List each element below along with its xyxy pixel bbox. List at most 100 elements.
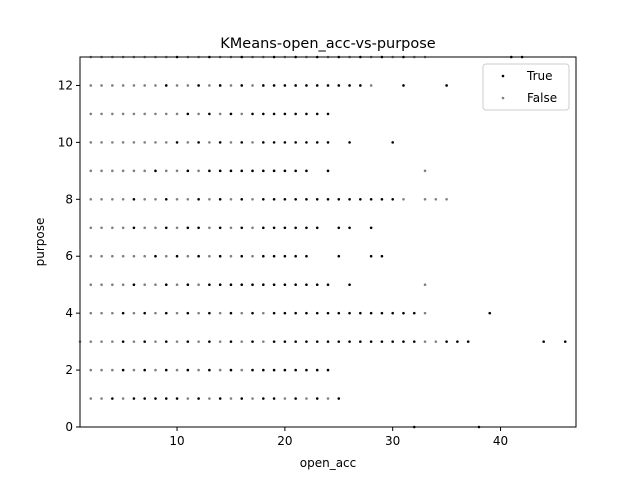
scatter-point-false	[423, 169, 427, 173]
scatter-point-true	[294, 254, 297, 258]
legend-label-true: True	[526, 69, 553, 83]
scatter-point-true	[154, 254, 157, 258]
scatter-point-true	[380, 340, 384, 343]
scatter-point-false	[175, 169, 179, 173]
scatter-point-false	[197, 340, 200, 343]
scatter-point-true	[111, 397, 114, 400]
scatter-point-false	[132, 340, 136, 343]
scatter-point-false	[175, 84, 179, 87]
scatter-point-false	[154, 112, 157, 116]
scatter-point-true	[294, 368, 297, 372]
scatter-point-true	[272, 368, 276, 372]
scatter-point-true	[229, 169, 233, 173]
scatter-point-false	[262, 340, 265, 343]
scatter-point-false	[229, 84, 233, 87]
scatter-point-true	[348, 84, 351, 87]
scatter-point-true	[337, 311, 341, 315]
scatter-point-true	[218, 283, 222, 286]
scatter-point-false	[100, 254, 103, 258]
scatter-point-false	[283, 397, 287, 400]
scatter-point-true	[240, 397, 244, 400]
scatter-point-false	[154, 340, 157, 343]
scatter-point-false	[186, 141, 190, 144]
scatter-point-true	[348, 311, 351, 315]
scatter-point-true	[294, 397, 297, 400]
scatter-point-false	[186, 397, 190, 400]
x-tick-label: 30	[385, 434, 400, 448]
scatter-point-false	[423, 283, 427, 286]
scatter-point-false	[121, 169, 125, 173]
scatter-point-false	[121, 397, 125, 400]
scatter-point-true	[272, 226, 276, 230]
scatter-point-true	[186, 368, 190, 372]
scatter-point-true	[154, 397, 157, 400]
scatter-point-false	[132, 112, 136, 116]
scatter-point-true	[218, 141, 222, 144]
scatter-point-false	[154, 198, 157, 201]
scatter-point-true	[315, 311, 319, 315]
scatter-point-true	[186, 340, 190, 343]
scatter-point-true	[262, 254, 265, 258]
scatter-point-true	[326, 311, 330, 315]
scatter-point-true	[218, 226, 222, 230]
scatter-point-true	[208, 283, 211, 286]
y-tick-label: 12	[58, 78, 73, 92]
scatter-point-true	[380, 198, 384, 201]
scatter-point-false	[423, 198, 427, 201]
scatter-point-true	[294, 169, 297, 173]
scatter-point-true	[186, 283, 190, 286]
scatter-point-false	[111, 112, 114, 116]
scatter-point-true	[262, 169, 265, 173]
scatter-point-true	[305, 368, 308, 372]
legend: True False	[482, 63, 570, 111]
scatter-point-false	[89, 169, 93, 173]
scatter-point-true	[326, 84, 330, 87]
scatter-point-false	[186, 254, 190, 258]
scatter-point-false	[423, 311, 427, 315]
scatter-point-true	[380, 254, 384, 258]
scatter-point-true	[229, 368, 233, 372]
scatter-point-true	[315, 283, 319, 286]
scatter-point-false	[132, 141, 136, 144]
scatter-point-false	[369, 84, 373, 87]
scatter-point-false	[326, 397, 330, 400]
scatter-point-false	[89, 141, 93, 144]
scatter-point-true	[315, 198, 319, 201]
scatter-point-false	[154, 141, 157, 144]
scatter-point-true	[305, 340, 308, 343]
scatter-point-true	[121, 340, 125, 343]
scatter-point-true	[121, 311, 125, 315]
scatter-point-false	[445, 198, 448, 201]
scatter-point-true	[305, 84, 308, 87]
scatter-point-false	[89, 368, 93, 372]
scatter-point-false	[251, 254, 254, 258]
scatter-point-true	[305, 226, 308, 230]
scatter-point-true	[466, 340, 470, 343]
scatter-point-true	[186, 311, 190, 315]
scatter-point-false	[154, 226, 157, 230]
scatter-point-true	[240, 84, 244, 87]
scatter-point-true	[326, 283, 330, 286]
scatter-point-false	[218, 311, 222, 315]
plot-area-frame	[79, 56, 577, 428]
scatter-point-true	[197, 397, 200, 400]
scatter-point-true	[197, 254, 200, 258]
scatter-point-true	[208, 169, 211, 173]
scatter-point-false	[89, 397, 93, 400]
scatter-point-true	[305, 112, 308, 116]
scatter-point-true	[326, 340, 330, 343]
scatter-point-false	[111, 283, 114, 286]
scatter-point-true	[164, 397, 168, 400]
scatter-point-true	[283, 198, 287, 201]
scatter-point-true	[132, 198, 136, 201]
scatter-point-true	[186, 226, 190, 230]
scatter-point-false	[100, 198, 103, 201]
scatter-point-true	[283, 169, 287, 173]
scatter-point-false	[89, 84, 93, 87]
scatter-point-true	[175, 141, 179, 144]
scatter-point-false	[208, 198, 211, 201]
scatter-point-true	[369, 311, 373, 315]
legend-box	[482, 63, 570, 111]
scatter-point-true	[315, 141, 319, 144]
scatter-point-true	[164, 84, 168, 87]
